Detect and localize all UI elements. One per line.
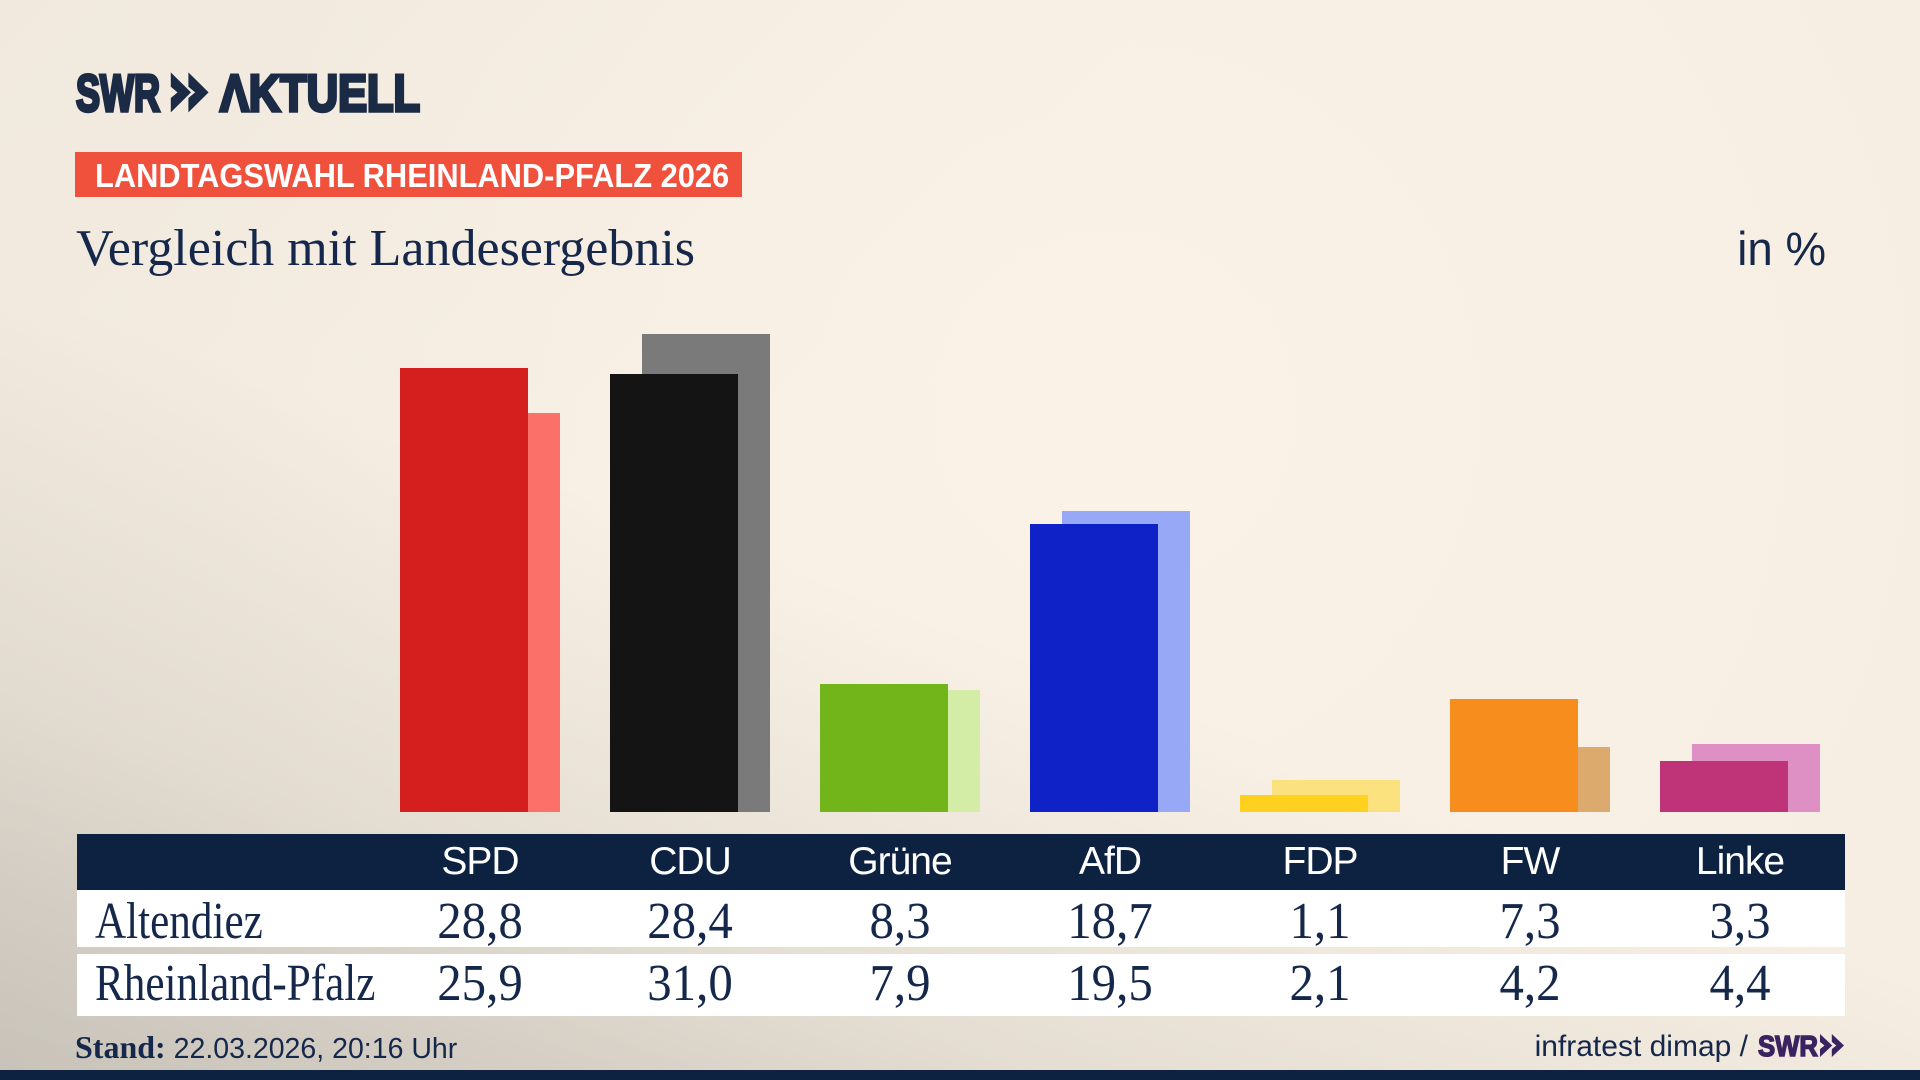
- svg-text:SWR: SWR: [76, 65, 160, 123]
- svg-text:SWR: SWR: [1758, 1031, 1818, 1063]
- svg-text:ΛKTUELL: ΛKTUELL: [220, 65, 420, 123]
- svg-text:infratest dimap /: infratest dimap /: [1535, 1030, 1749, 1063]
